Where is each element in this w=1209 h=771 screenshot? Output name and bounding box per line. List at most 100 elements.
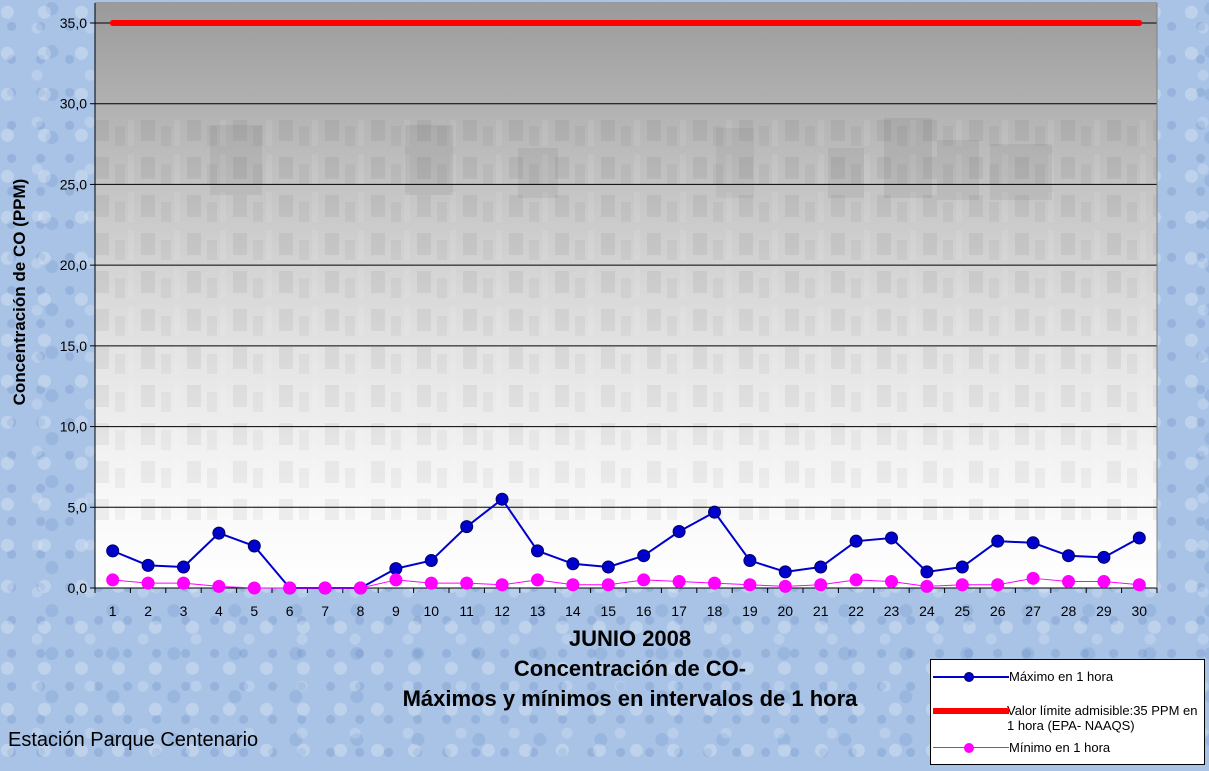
x-tick-label: 11 [459, 603, 474, 619]
data-point-max [778, 565, 792, 579]
data-point-min [566, 578, 580, 592]
data-point-max [247, 539, 261, 553]
data-point-min [212, 579, 226, 593]
data-point-min [389, 573, 403, 587]
data-point-max [495, 492, 509, 506]
data-point-min [354, 581, 367, 595]
data-point-min [247, 581, 261, 595]
data-point-min [708, 576, 721, 590]
data-point-max [955, 560, 969, 574]
station-label: Estación Parque Centenario [8, 729, 259, 751]
x-tick-label: 22 [848, 603, 864, 619]
x-tick-label: 4 [215, 603, 223, 619]
y-tick-label: 25,0 [60, 176, 87, 192]
data-point-min [106, 573, 120, 587]
x-tick-label: 12 [494, 603, 510, 619]
data-point-max [637, 549, 651, 563]
x-tick-label: 7 [321, 603, 329, 619]
data-point-max [849, 534, 863, 548]
x-tick-label: 30 [1132, 603, 1148, 619]
data-point-max [885, 531, 898, 545]
data-point-max [1097, 550, 1111, 564]
data-point-max [672, 525, 686, 538]
data-point-max [141, 558, 155, 572]
title-line-subject: Concentración de CO- [513, 656, 747, 681]
x-tick-label: 8 [357, 603, 365, 619]
legend-swatch-limit [931, 703, 1009, 719]
x-tick-label: 17 [671, 603, 687, 619]
legend-label-max: Máximo en 1 hora [1009, 669, 1114, 684]
legend-label-limit: Valor límite admisible:35 PPM en 1 hora … [1007, 703, 1198, 733]
data-point-max [106, 544, 120, 558]
legend: Máximo en 1 hora Valor límite admisible:… [930, 659, 1205, 765]
x-tick-label: 1 [109, 603, 117, 619]
x-tick-label: 21 [813, 603, 829, 619]
data-point-min [955, 578, 969, 592]
data-point-min [920, 579, 934, 593]
y-tick-labels: 0,0 5,0 10,0 15,0 20,0 25,0 30,0 35,0 [60, 15, 87, 596]
data-point-max [1026, 536, 1040, 550]
y-tick-label: 35,0 [60, 15, 87, 31]
x-tick-label: 5 [250, 603, 258, 619]
data-point-max [389, 562, 403, 576]
data-point-max [743, 554, 757, 568]
data-point-min [814, 578, 828, 592]
x-tick-label: 19 [742, 603, 758, 619]
legend-item-max: Máximo en 1 hora [931, 669, 1113, 685]
legend-swatch-max [931, 669, 1009, 685]
data-point-min [1132, 578, 1146, 592]
y-tick-label: 0,0 [68, 580, 88, 596]
title-line-detail: Máximos y mínimos en intervalos de 1 hor… [402, 686, 858, 711]
x-tick-label: 18 [707, 603, 723, 619]
x-tick-label: 27 [1025, 603, 1041, 619]
data-point-max [177, 560, 190, 574]
y-tick-label: 20,0 [60, 257, 87, 273]
x-tick-labels: 1 2 3 4 5 6 7 8 9 10 11 12 13 14 15 16 17 18 19 20 21 22 23 24 2… [109, 603, 1147, 619]
y-axis-label: Concentración de CO (PPM) [10, 179, 29, 406]
data-point-max [708, 505, 721, 519]
series-min [106, 571, 1146, 595]
x-tick-label: 23 [884, 603, 900, 619]
y-tick-label: 10,0 [60, 419, 87, 435]
x-tick-label: 24 [919, 603, 935, 619]
y-tick-label: 30,0 [60, 96, 87, 112]
x-tick-label: 13 [530, 603, 546, 619]
legend-swatch-min [931, 740, 1009, 756]
x-tick-label: 2 [144, 603, 152, 619]
data-point-max [424, 554, 438, 568]
title-line-month: JUNIO 2008 [568, 626, 692, 651]
data-point-max [531, 544, 544, 558]
y-tick-label: 15,0 [60, 338, 87, 354]
data-point-min [1097, 575, 1111, 589]
data-point-max [212, 526, 226, 540]
x-tick-label: 26 [990, 603, 1006, 619]
series-line-max [112, 498, 1140, 589]
data-point-max [814, 560, 828, 574]
data-point-max [1132, 531, 1146, 545]
chart-title: JUNIO 2008 Concentración de CO- Máximos … [340, 624, 920, 714]
data-point-min [177, 576, 190, 590]
data-point-min [601, 578, 615, 592]
data-point-min [991, 578, 1005, 592]
data-point-max [991, 534, 1005, 548]
data-point-max [1062, 549, 1075, 563]
data-point-min [637, 573, 651, 587]
data-point-min [460, 576, 474, 590]
legend-item-min: Mínimo en 1 hora [931, 740, 1110, 756]
data-point-min [849, 573, 863, 587]
x-tick-label: 15 [601, 603, 617, 619]
data-point-min [283, 581, 297, 595]
data-point-min [743, 578, 757, 592]
data-point-max [601, 560, 615, 574]
data-point-min [778, 579, 792, 593]
x-tick-label: 29 [1096, 603, 1112, 619]
x-tick-label: 20 [778, 603, 794, 619]
x-tick-label: 28 [1061, 603, 1077, 619]
data-point-max [460, 520, 474, 534]
series [106, 20, 1146, 595]
data-point-min [141, 576, 155, 590]
data-point-min [424, 576, 438, 590]
data-point-min [885, 575, 898, 589]
data-point-min [1062, 575, 1075, 589]
